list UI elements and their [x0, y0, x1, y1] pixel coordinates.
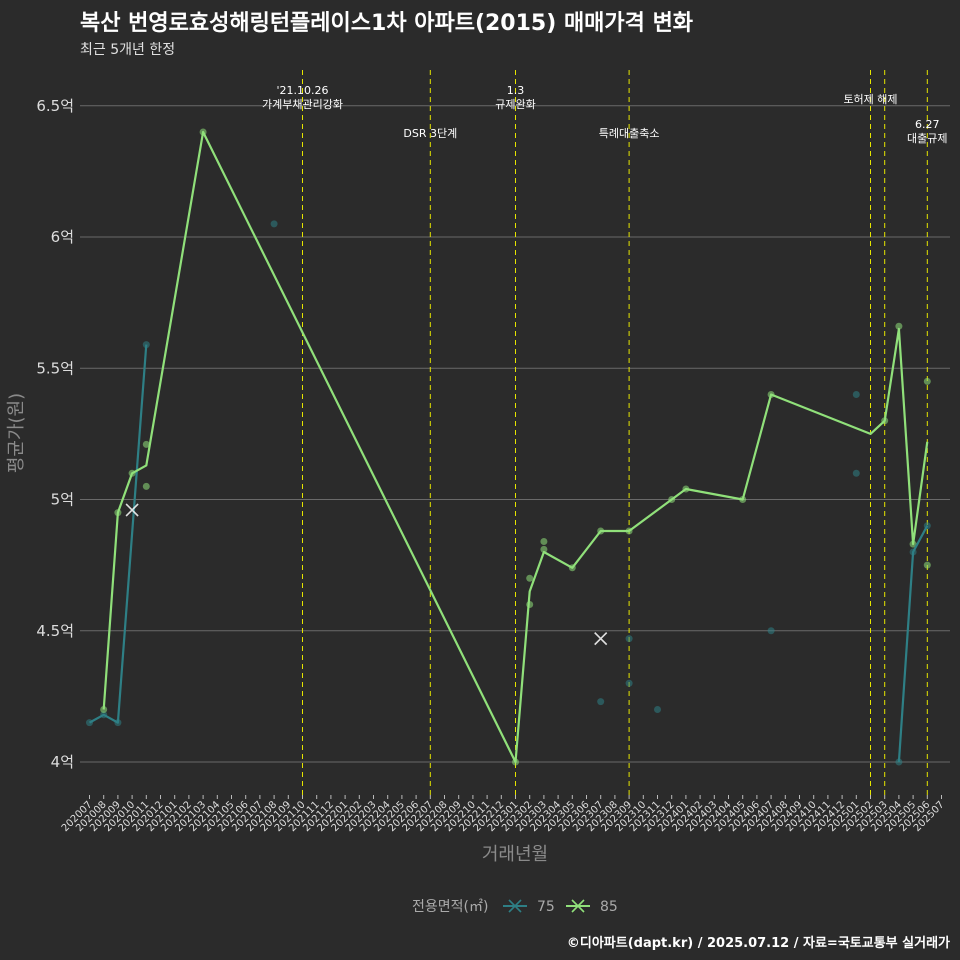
- data-point-85: [540, 538, 548, 545]
- legend-item-85: 85: [566, 899, 618, 915]
- chart-subtitle: 최근 5개년 한정: [80, 42, 175, 58]
- data-point-85: [895, 322, 903, 330]
- data-point-75: [597, 698, 605, 706]
- y-axis-title: 평균가(원): [6, 393, 27, 473]
- data-point-75: [654, 706, 661, 713]
- legend-label-75: 75: [537, 899, 555, 915]
- event-annotation-text: 토허제 해제: [843, 92, 897, 106]
- data-point-75: [625, 635, 633, 643]
- legend-cross-85: [571, 899, 585, 913]
- legend: 전용면적(㎡) 75 85: [412, 899, 618, 915]
- event-annotation-text: 1.3: [507, 84, 525, 97]
- legend-label-85: 85: [600, 899, 618, 915]
- legend-title: 전용면적(㎡): [412, 899, 488, 915]
- y-tick-label: 6.5억: [36, 97, 74, 115]
- event-annotation-text: '21.10.26: [276, 84, 328, 97]
- data-point-75: [852, 469, 860, 477]
- y-tick-label: 5.5억: [36, 359, 74, 377]
- y-tick-label: 4억: [51, 753, 74, 771]
- cross-marker-75: [125, 503, 139, 517]
- series-line-75: [897, 525, 929, 763]
- y-tick-label: 6억: [51, 228, 74, 246]
- data-point-75: [625, 679, 633, 687]
- data-point-85: [923, 377, 931, 385]
- series-line-85: [102, 130, 929, 764]
- legend-item-75: 75: [503, 899, 555, 915]
- data-point-85: [142, 482, 150, 490]
- series-line-75: [88, 344, 148, 724]
- data-point-85: [540, 545, 548, 553]
- x-axis-ticks: 2020072020082020092020102020112020122021…: [60, 795, 947, 834]
- data-point-85: [526, 574, 534, 582]
- event-annotation-text: 가계부채관리강화: [262, 98, 343, 111]
- source-caption: ©디아파트(dapt.kr) / 2025.07.12 / 자료=국토교통부 실…: [567, 935, 950, 951]
- event-lines: [302, 70, 928, 795]
- y-tick-label: 4.5억: [36, 622, 74, 640]
- event-annotation-text: DSR 3단계: [403, 127, 457, 140]
- data-point-85: [142, 440, 150, 448]
- event-annotation-text: 대출규제: [907, 132, 947, 145]
- x-axis-title: 거래년월: [482, 844, 548, 865]
- cross-marker-85: [594, 632, 608, 646]
- legend-cross-75: [508, 899, 522, 913]
- event-annotation-text: 규제완화: [495, 98, 535, 111]
- chart-title: 복산 번영로효성해링턴플레이스1차 아파트(2015) 매매가격 변화: [80, 11, 693, 36]
- event-annotation-text: 특례대출축소: [599, 127, 660, 140]
- y-tick-label: 5억: [51, 491, 74, 509]
- y-axis-ticks: 4억 4.5억 5억 5.5억 6억 6.5억: [36, 97, 74, 771]
- data-point-85: [923, 561, 931, 569]
- data-point-75: [270, 220, 278, 228]
- series-lines: [88, 130, 929, 764]
- data-points: [86, 128, 931, 766]
- data-point-75: [852, 391, 860, 398]
- cross-markers: [125, 503, 608, 646]
- data-point-75: [767, 627, 775, 635]
- event-annotation-text: 6.27: [915, 118, 940, 131]
